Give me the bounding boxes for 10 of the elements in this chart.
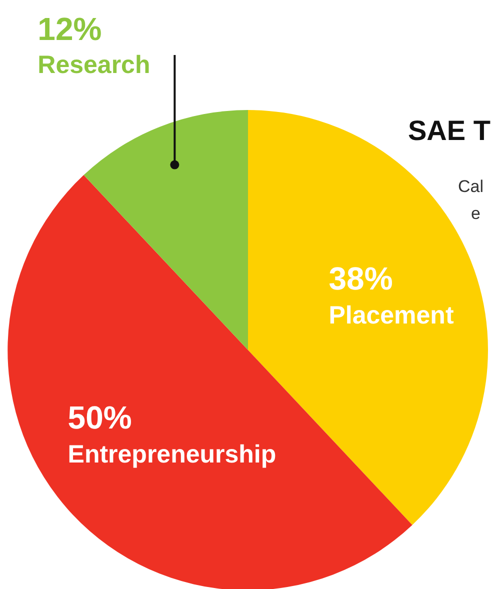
text: SAE T: [408, 115, 490, 146]
slice-label: Entrepreneurship: [68, 440, 276, 468]
data-label: 50%: [68, 399, 132, 436]
slice-label: Research: [38, 51, 150, 79]
pie-slice: [84, 110, 248, 350]
text: Cal: [458, 177, 484, 196]
data-label: 38%: [328, 260, 393, 296]
text: e: [471, 204, 480, 223]
data-label: 12%: [38, 11, 102, 47]
slice-label: Placement: [328, 301, 454, 330]
